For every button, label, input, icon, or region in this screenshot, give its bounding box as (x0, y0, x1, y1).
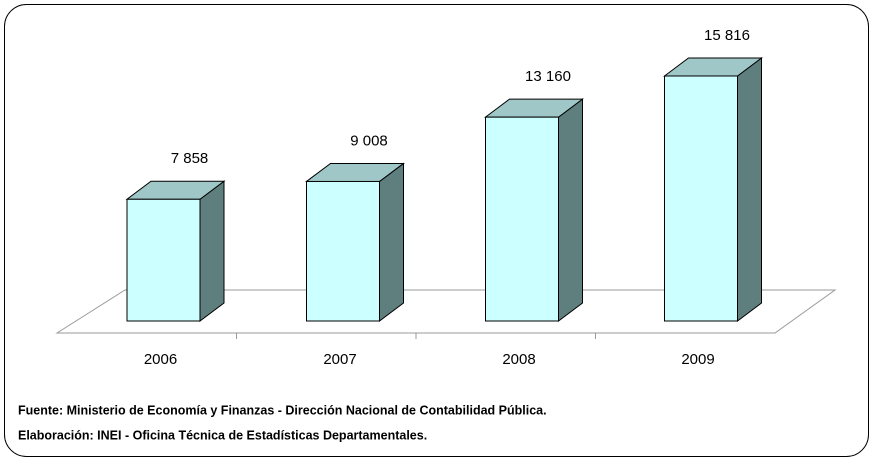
bar-side (558, 98, 583, 322)
x-tick-label: 2008 (502, 351, 535, 368)
bar (664, 75, 738, 322)
value-label: 13 160 (525, 68, 571, 85)
bar-side (737, 57, 762, 322)
value-label: 15 816 (704, 27, 750, 44)
bar (126, 198, 201, 322)
bar-side (199, 180, 225, 322)
x-tick-label: 2009 (681, 351, 714, 368)
source-note: Fuente: Ministerio de Economía y Finanza… (18, 403, 547, 417)
value-label: 7 858 (171, 150, 209, 167)
bar-side (379, 162, 404, 322)
x-tick-label: 2007 (323, 351, 356, 368)
x-tick-label: 2006 (144, 351, 177, 368)
value-label: 9 008 (350, 132, 388, 149)
bar (306, 180, 380, 322)
credit-note: Elaboración: INEI - Oficina Técnica de E… (18, 428, 427, 442)
bar (485, 116, 559, 322)
floor (55, 289, 837, 334)
frame (4, 4, 869, 457)
